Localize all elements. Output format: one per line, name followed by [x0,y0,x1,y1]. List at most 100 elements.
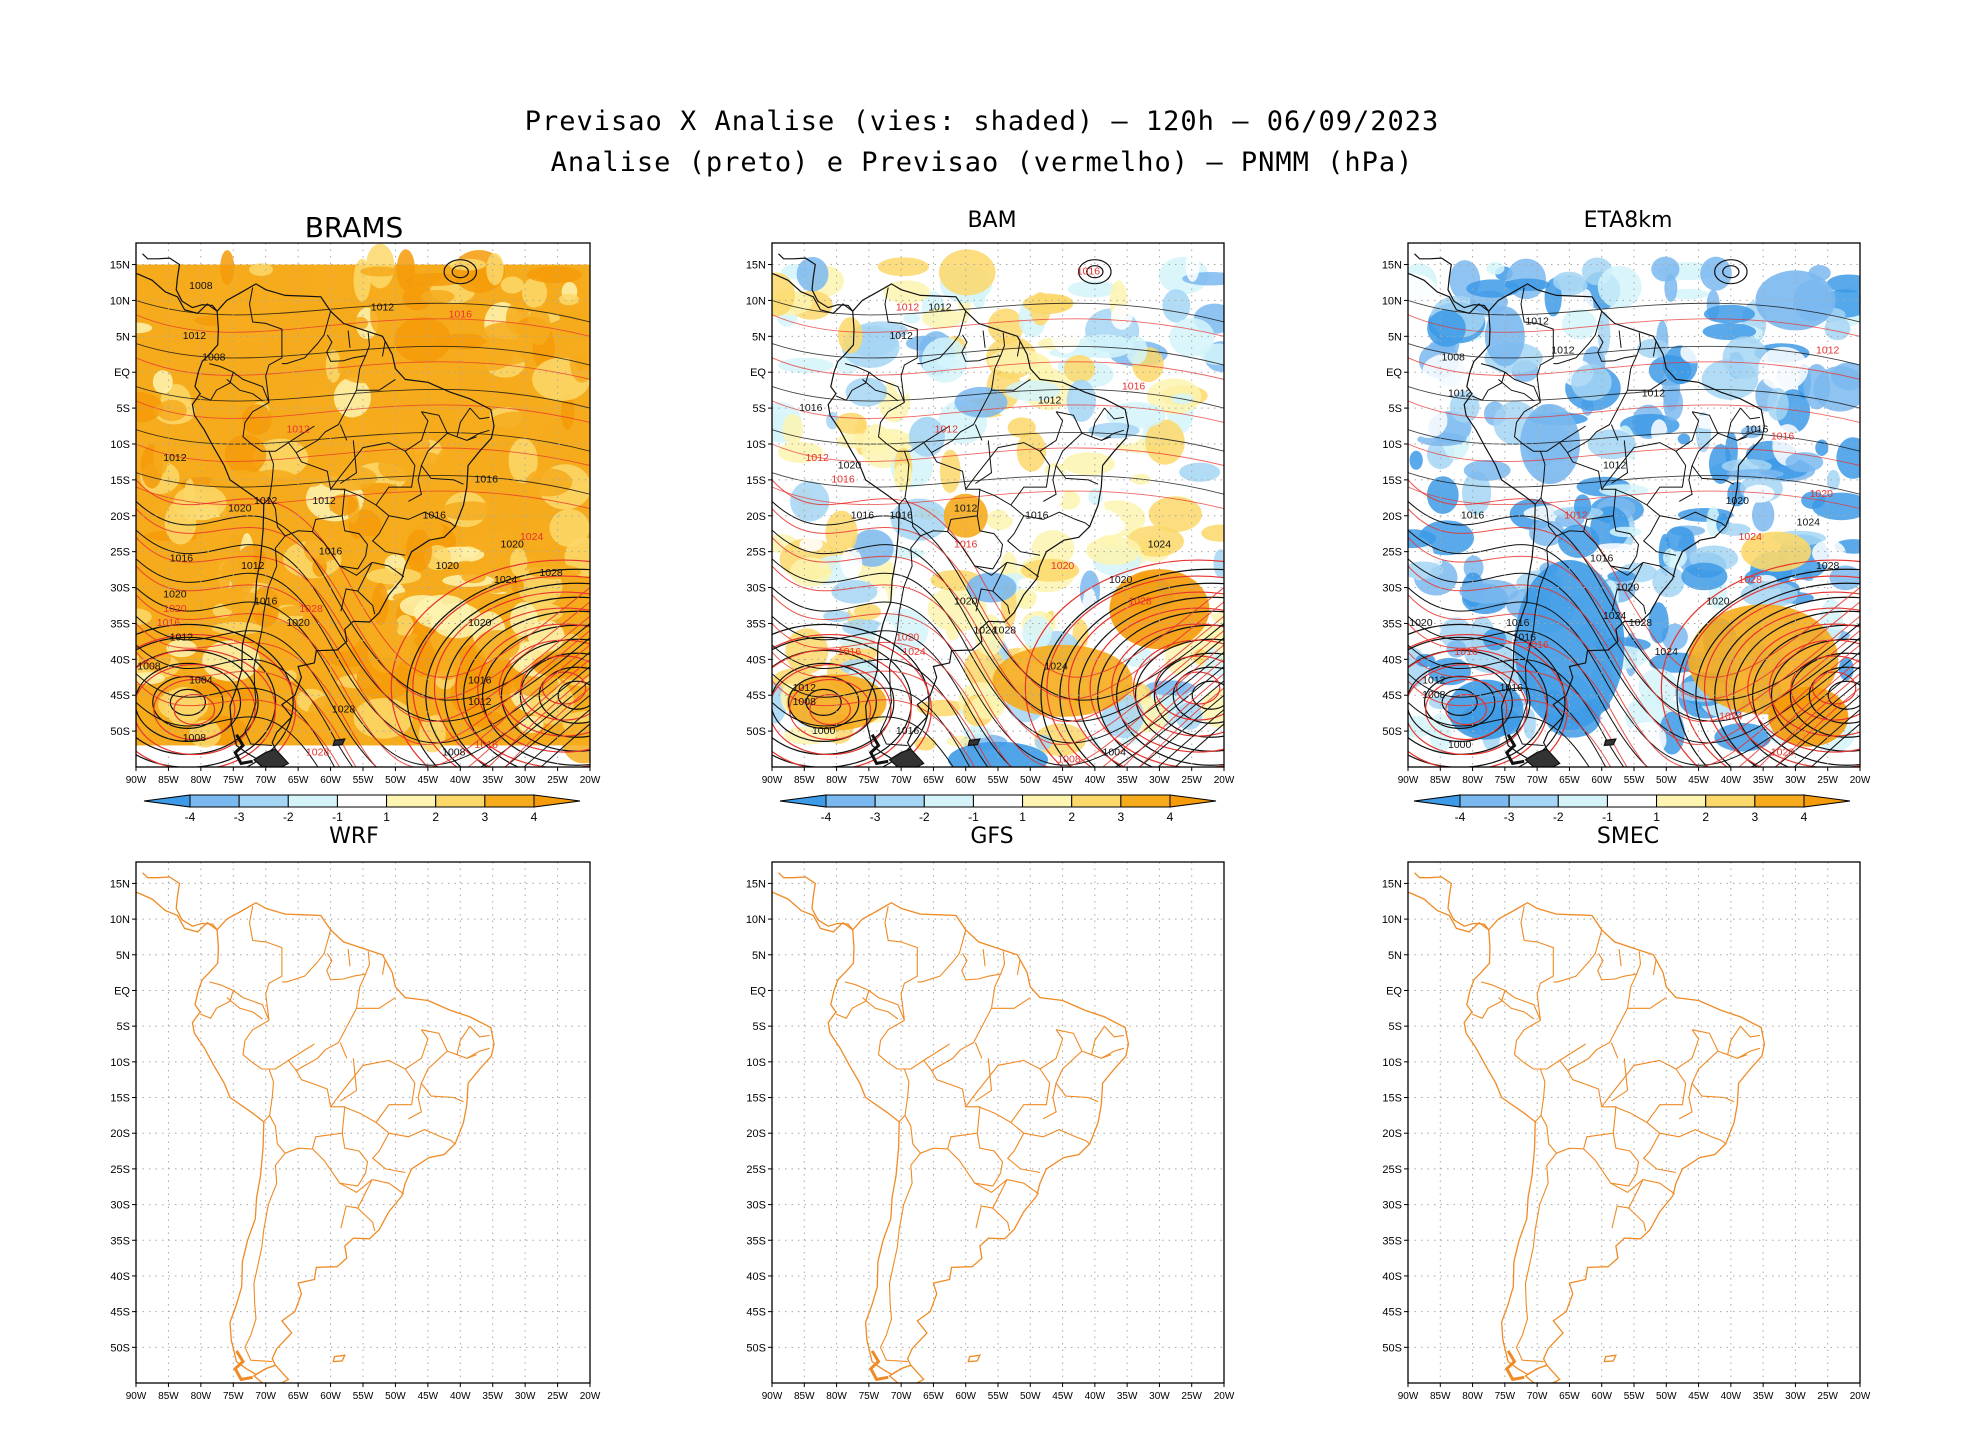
country-border [1583,515,1640,570]
bias-blob [1187,376,1222,389]
coastline [827,901,1130,1376]
isobar [1768,639,1860,737]
colorbar-segment [1459,794,1510,808]
country-border [917,929,967,983]
isobar [1024,559,1224,767]
bias-blob [298,471,324,487]
isobar [772,529,1224,722]
lon-tick-label: 50W [1020,775,1041,786]
lon-tick-label: 45W [418,775,439,786]
panel-title-smec: SMEC [1596,824,1660,849]
lat-tick-label: EQ [114,367,130,379]
isobar [136,662,242,742]
bias-blob [1427,309,1466,347]
bias-blob [136,322,153,334]
colorbar-segment [1606,794,1658,808]
country-border [844,287,918,403]
country-border [295,378,396,454]
isobar [173,693,216,726]
isobar [772,472,1224,495]
bias-blob [1529,519,1565,547]
isobar-label: 1012 [889,330,913,342]
lon-tick-label: 70W [255,1391,276,1402]
isobar [1172,666,1224,724]
lat-tick-label: 10N [746,295,766,307]
bias-blob [1426,476,1459,514]
coastline [1414,253,1490,312]
colorbar-label: 4 [1801,810,1808,824]
bias-blob [845,377,888,407]
lon-tick-label: 55W [1624,1391,1645,1402]
bias-blob [220,250,235,286]
isobar-label: 1020 [954,596,978,608]
colorbar-segment [484,794,535,808]
bias-blob [527,266,583,284]
bias-blob [474,629,520,662]
colorbar-max-arrow [1169,794,1217,808]
country-border [1611,1058,1629,1102]
isobar [1676,568,1860,767]
bias-blob [1016,431,1047,472]
isobar-label: 1024 [973,624,997,636]
country-border [1740,1025,1760,1038]
bias-blob [1703,304,1755,324]
isobar [136,443,590,466]
bias-blob [877,257,929,277]
figure-title-line-2: Analise (preto) e Previsao (vermelho) — … [550,147,1414,178]
lon-tick-label: 35W [1753,775,1774,786]
isobar [772,633,932,767]
country-border [1727,407,1741,437]
lat-tick-label: 15S [746,475,766,487]
colorbar-segment [972,794,1024,808]
isobar [136,565,590,745]
coastline [1463,283,1766,760]
coastline [1504,733,1525,766]
isobar-label: 1012 [1422,675,1446,687]
lat-tick-label: 30S [110,583,130,595]
colorbar-segment [1656,794,1707,808]
country-border [330,411,429,490]
country-border [1691,432,1735,485]
bias-blob [1088,422,1140,439]
panel-eta8km: 1012101210081012101210121016101610121012… [1382,242,1871,786]
country-border [1471,372,1506,401]
isobar-label: 1016 [954,538,978,550]
bias-blob [914,736,937,751]
isobar-label: 1024 [1655,646,1679,658]
isobar [136,536,590,723]
bias-blob [1768,686,1849,747]
country-border [1642,515,1677,556]
country-border [1540,1059,1617,1154]
country-border [326,953,367,1009]
lat-tick-label: 35S [746,618,766,630]
isobar [1408,529,1860,722]
isobar [136,386,590,409]
isobar-label: 1012 [954,502,978,514]
lat-tick-label: EQ [750,985,766,997]
lon-tick-label: 55W [988,1391,1009,1402]
country-border [1628,590,1647,615]
lon-tick-label: 85W [794,1391,815,1402]
isobar [451,265,469,279]
isobar-label: 1012 [254,495,278,507]
isobar [136,479,590,678]
bias-blob [1062,452,1115,476]
isobar [1408,633,1568,767]
bias-blob [1663,386,1684,421]
isobar [1425,678,1508,741]
isobar [1408,343,1860,366]
isobar [772,479,1224,678]
isobar-label: 1024 [494,574,518,586]
bias-blob [188,278,224,302]
colorbar: -4 -3 -2 -1 1 2 3 4 [779,794,1217,824]
country-border [931,378,1031,454]
lat-tick-label: 15S [110,1093,130,1105]
bias-blob [374,428,430,463]
bias-blob [337,350,386,384]
lon-tick-label: 45W [1052,775,1073,786]
lat-tick-label: 15S [110,475,130,487]
lon-tick-label: 30W [515,1391,536,1402]
isobar [136,651,590,767]
lat-tick-label: 35S [110,618,130,630]
country-border [1583,1133,1640,1187]
